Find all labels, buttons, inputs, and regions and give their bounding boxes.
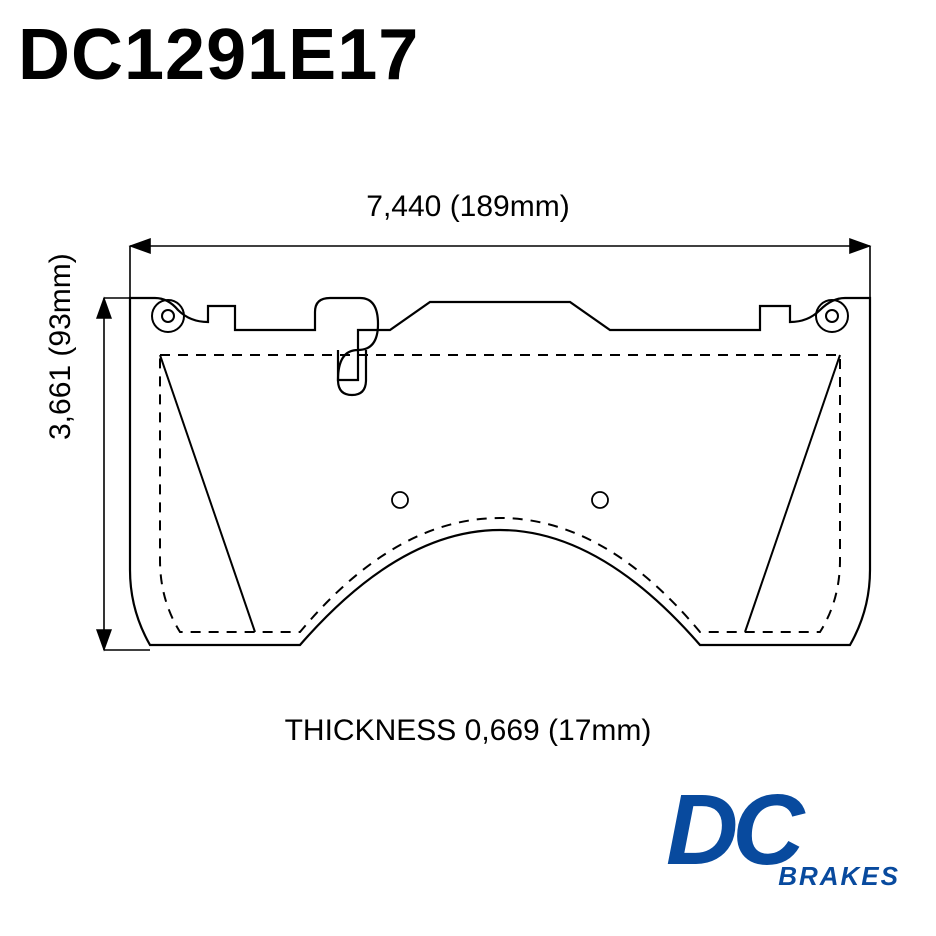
- brake-pad-drawing: [60, 230, 880, 670]
- page-root: DC1291E17 7,440 (189mm) 3,661 (93mm): [0, 0, 936, 936]
- alignment-marks: [392, 492, 608, 508]
- part-number-heading: DC1291E17: [18, 14, 419, 96]
- clip-holes: [152, 300, 848, 332]
- brand-logo: DC BRAKES: [666, 788, 906, 918]
- width-dimension-line: [130, 246, 870, 298]
- chamfer-lines: [160, 355, 840, 632]
- width-dimension-label: 7,440 (189mm): [0, 190, 936, 224]
- height-dimension-line: [104, 298, 150, 650]
- friction-pad-outline: [160, 355, 840, 632]
- thickness-label: THICKNESS 0,669 (17mm): [0, 714, 936, 748]
